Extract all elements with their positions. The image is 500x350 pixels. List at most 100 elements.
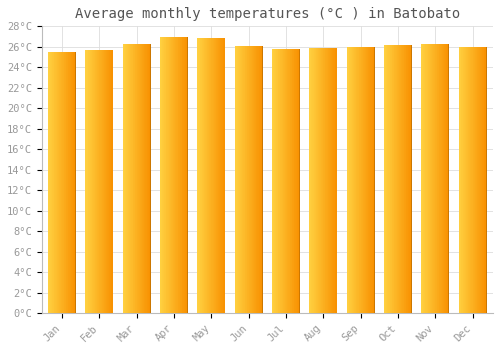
Bar: [336, 48, 338, 313]
Bar: [471, 47, 472, 313]
Bar: [397, 45, 398, 313]
Bar: [205, 37, 206, 313]
Bar: [291, 49, 292, 313]
Bar: [319, 48, 320, 313]
Bar: [431, 44, 432, 313]
Bar: [334, 48, 335, 313]
Bar: [481, 47, 482, 313]
Bar: [335, 48, 336, 313]
Bar: [316, 48, 317, 313]
Bar: [279, 49, 280, 313]
Bar: [123, 44, 124, 313]
Bar: [201, 37, 202, 313]
Bar: [204, 37, 205, 313]
Bar: [170, 36, 172, 313]
Bar: [312, 48, 313, 313]
Bar: [89, 50, 90, 313]
Bar: [315, 48, 316, 313]
Bar: [106, 50, 107, 313]
Bar: [246, 46, 248, 313]
Bar: [372, 47, 373, 313]
Bar: [404, 45, 405, 313]
Bar: [295, 49, 296, 313]
Bar: [276, 49, 277, 313]
Bar: [364, 47, 365, 313]
Bar: [330, 48, 331, 313]
Bar: [432, 44, 433, 313]
Bar: [460, 47, 462, 313]
Bar: [139, 44, 140, 313]
Bar: [160, 36, 161, 313]
Bar: [92, 50, 93, 313]
Bar: [237, 46, 238, 313]
Bar: [346, 47, 348, 313]
Bar: [66, 52, 67, 313]
Bar: [288, 49, 289, 313]
Bar: [485, 47, 486, 313]
Bar: [128, 44, 129, 313]
Bar: [294, 49, 295, 313]
Bar: [362, 47, 364, 313]
Bar: [282, 49, 283, 313]
Bar: [314, 48, 315, 313]
Bar: [393, 45, 394, 313]
Bar: [224, 37, 226, 313]
Bar: [421, 44, 422, 313]
Bar: [87, 50, 88, 313]
Bar: [389, 45, 390, 313]
Bar: [64, 52, 65, 313]
Bar: [172, 36, 174, 313]
Bar: [63, 52, 64, 313]
Bar: [483, 47, 484, 313]
Bar: [145, 44, 146, 313]
Bar: [242, 46, 243, 313]
Bar: [65, 52, 66, 313]
Bar: [370, 47, 371, 313]
Bar: [472, 47, 473, 313]
Bar: [96, 50, 98, 313]
Bar: [238, 46, 239, 313]
Bar: [329, 48, 330, 313]
Bar: [255, 46, 256, 313]
Bar: [392, 45, 393, 313]
Bar: [239, 46, 240, 313]
Bar: [137, 44, 138, 313]
Bar: [124, 44, 125, 313]
Bar: [248, 46, 250, 313]
Bar: [104, 50, 105, 313]
Bar: [54, 52, 55, 313]
Bar: [388, 45, 389, 313]
Bar: [365, 47, 366, 313]
Bar: [470, 47, 471, 313]
Bar: [61, 52, 62, 313]
Bar: [134, 44, 136, 313]
Bar: [98, 50, 99, 313]
Bar: [129, 44, 130, 313]
Bar: [435, 44, 436, 313]
Bar: [402, 45, 403, 313]
Bar: [178, 36, 179, 313]
Bar: [474, 47, 476, 313]
Bar: [289, 49, 290, 313]
Bar: [148, 44, 150, 313]
Bar: [110, 50, 112, 313]
Bar: [434, 44, 435, 313]
Bar: [250, 46, 251, 313]
Bar: [259, 46, 260, 313]
Bar: [136, 44, 137, 313]
Bar: [177, 36, 178, 313]
Bar: [199, 37, 200, 313]
Bar: [258, 46, 259, 313]
Bar: [241, 46, 242, 313]
Bar: [468, 47, 469, 313]
Bar: [60, 52, 61, 313]
Bar: [443, 44, 444, 313]
Bar: [105, 50, 106, 313]
Bar: [200, 37, 201, 313]
Bar: [165, 36, 166, 313]
Bar: [462, 47, 464, 313]
Bar: [274, 49, 275, 313]
Bar: [430, 44, 431, 313]
Bar: [186, 36, 188, 313]
Bar: [130, 44, 131, 313]
